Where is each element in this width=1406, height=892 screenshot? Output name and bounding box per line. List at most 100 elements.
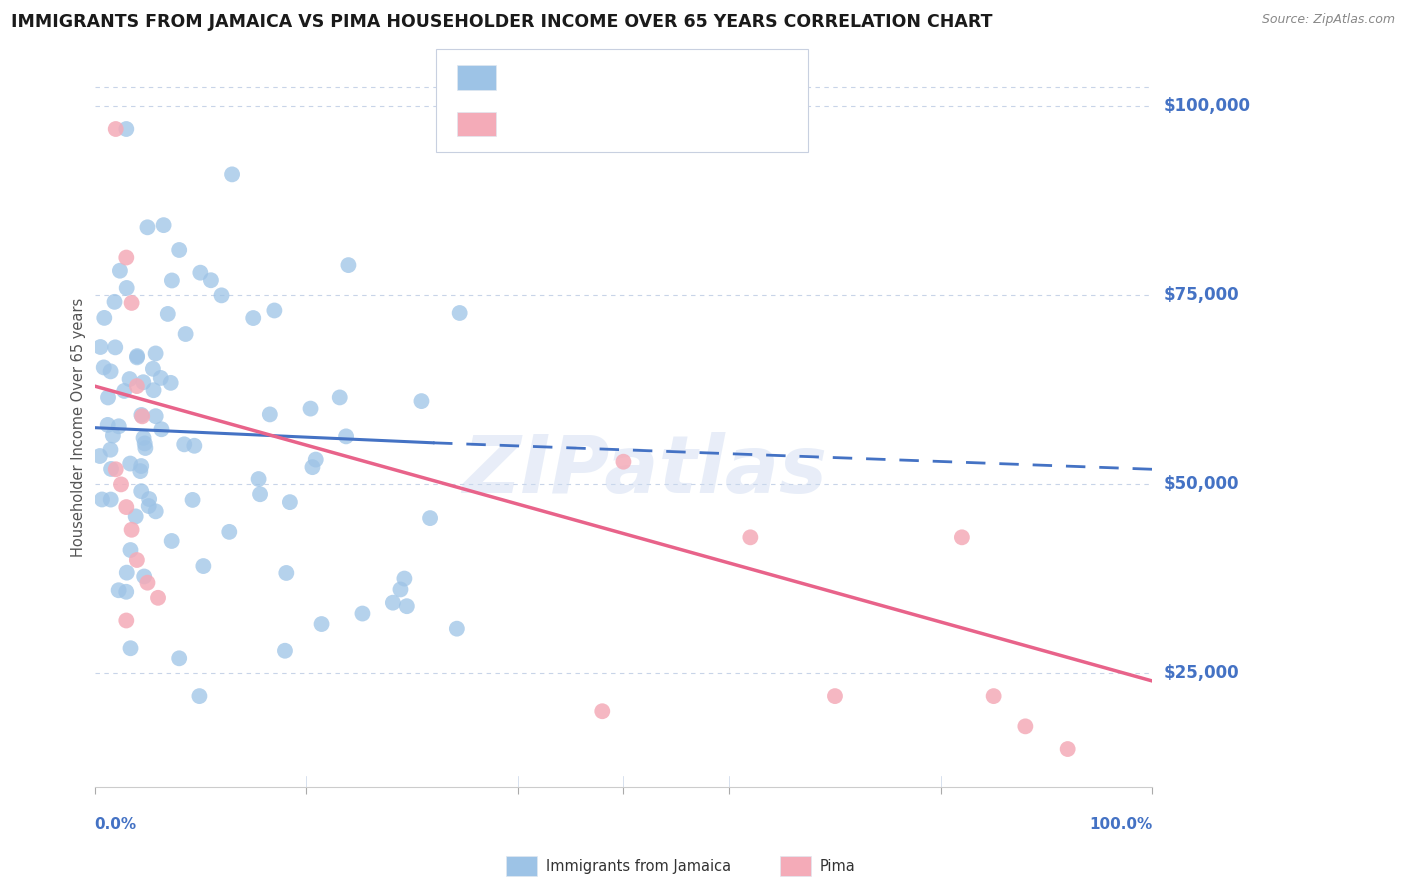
Point bbox=[591, 704, 613, 718]
Point bbox=[108, 263, 131, 277]
Point bbox=[152, 218, 174, 232]
Point bbox=[183, 439, 205, 453]
Point bbox=[129, 484, 152, 499]
Point bbox=[247, 472, 270, 486]
Point bbox=[118, 372, 141, 386]
Point bbox=[103, 294, 125, 309]
Point bbox=[167, 651, 190, 665]
Point bbox=[93, 360, 115, 375]
Point bbox=[1056, 742, 1078, 756]
Point bbox=[132, 375, 155, 389]
Text: N = 90: N = 90 bbox=[598, 70, 661, 85]
Point bbox=[110, 477, 132, 491]
Text: Pima: Pima bbox=[820, 859, 855, 873]
Point bbox=[121, 296, 143, 310]
Point bbox=[242, 311, 264, 326]
Point bbox=[138, 491, 160, 506]
Text: 100.0%: 100.0% bbox=[1090, 817, 1153, 832]
Point bbox=[120, 641, 142, 656]
Point bbox=[395, 599, 418, 614]
Point bbox=[221, 167, 243, 181]
Point bbox=[97, 391, 120, 405]
Point bbox=[89, 449, 111, 463]
Point bbox=[132, 431, 155, 445]
Point bbox=[115, 251, 138, 265]
Point bbox=[160, 273, 183, 287]
Point bbox=[115, 566, 138, 580]
Point bbox=[259, 408, 281, 422]
Point bbox=[150, 422, 173, 436]
Point bbox=[145, 504, 167, 518]
Point bbox=[146, 591, 169, 605]
Text: R =: R = bbox=[510, 70, 544, 85]
Point bbox=[145, 346, 167, 360]
Text: N =  21: N = 21 bbox=[598, 117, 665, 131]
Point bbox=[129, 464, 152, 478]
Point bbox=[136, 220, 159, 235]
Point bbox=[156, 307, 179, 321]
Point bbox=[124, 509, 146, 524]
Point bbox=[100, 492, 122, 507]
Point bbox=[107, 583, 129, 598]
Point bbox=[138, 499, 160, 513]
Point bbox=[381, 596, 404, 610]
Point bbox=[93, 310, 115, 325]
Point bbox=[335, 429, 357, 443]
Point bbox=[134, 569, 156, 583]
Point bbox=[278, 495, 301, 509]
Point bbox=[100, 462, 122, 476]
Point bbox=[983, 689, 1005, 703]
Point bbox=[125, 379, 148, 393]
Point bbox=[91, 492, 114, 507]
Point bbox=[299, 401, 322, 416]
Point bbox=[125, 553, 148, 567]
Point bbox=[104, 340, 127, 354]
Text: ZIPatlas: ZIPatlas bbox=[463, 432, 827, 510]
Point bbox=[97, 417, 120, 432]
Point bbox=[337, 258, 360, 272]
Point bbox=[159, 376, 181, 390]
Y-axis label: Householder Income Over 65 years: Householder Income Over 65 years bbox=[72, 298, 86, 558]
Point bbox=[824, 689, 846, 703]
Point bbox=[173, 437, 195, 451]
Text: Source: ZipAtlas.com: Source: ZipAtlas.com bbox=[1261, 13, 1395, 27]
Point bbox=[311, 617, 333, 632]
Point bbox=[193, 559, 215, 574]
Text: $75,000: $75,000 bbox=[1163, 286, 1239, 304]
Point bbox=[134, 441, 156, 455]
Point bbox=[211, 288, 233, 302]
Text: R =: R = bbox=[510, 117, 544, 131]
Point bbox=[174, 326, 197, 341]
Text: $100,000: $100,000 bbox=[1163, 97, 1250, 115]
Point bbox=[115, 614, 138, 628]
Point bbox=[218, 524, 240, 539]
Point bbox=[100, 442, 122, 457]
Text: $50,000: $50,000 bbox=[1163, 475, 1239, 493]
Point bbox=[181, 492, 204, 507]
Point bbox=[112, 384, 135, 398]
Point bbox=[142, 383, 165, 397]
Point bbox=[160, 533, 183, 548]
Point bbox=[305, 452, 328, 467]
Point bbox=[107, 419, 129, 434]
Point bbox=[121, 523, 143, 537]
Point bbox=[301, 460, 323, 475]
Point bbox=[249, 487, 271, 501]
Point bbox=[145, 409, 167, 424]
Text: 0.0%: 0.0% bbox=[94, 817, 136, 832]
Point bbox=[115, 281, 138, 295]
Point bbox=[142, 361, 165, 376]
Point bbox=[134, 436, 156, 450]
Point bbox=[120, 543, 142, 558]
Point bbox=[100, 364, 122, 378]
Point bbox=[394, 572, 416, 586]
Point bbox=[167, 243, 190, 257]
Point bbox=[276, 566, 298, 580]
Point bbox=[1014, 719, 1036, 733]
Point bbox=[274, 644, 297, 658]
Point bbox=[89, 340, 111, 354]
Point bbox=[329, 391, 352, 405]
Point bbox=[120, 457, 142, 471]
Point bbox=[352, 607, 374, 621]
Point bbox=[446, 622, 468, 636]
